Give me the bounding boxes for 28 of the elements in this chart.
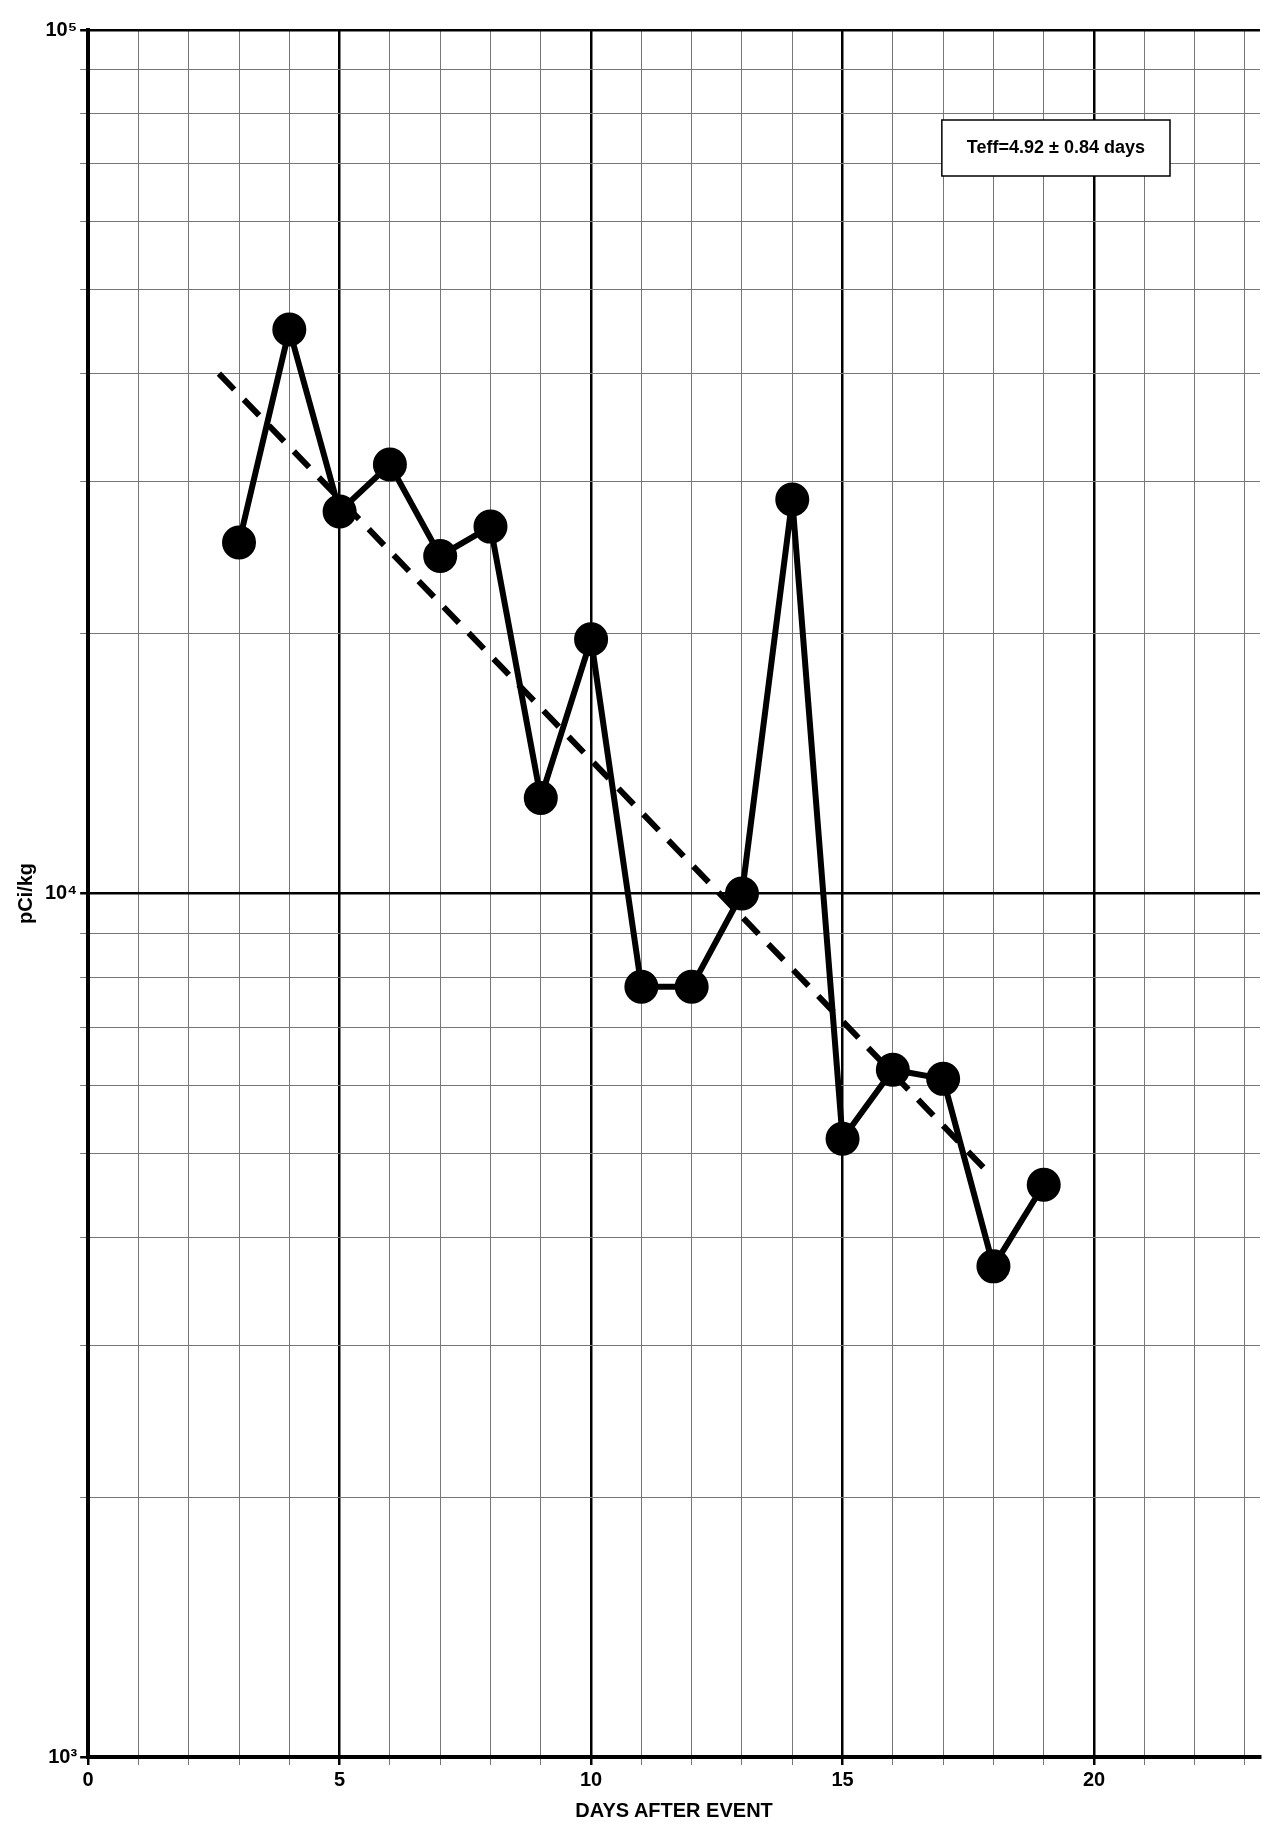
x-tick-label: 10 [579,1767,603,1790]
point [1026,1167,1061,1202]
point [724,876,759,911]
x-tick-label: 20 [1082,1767,1106,1790]
x-tick-label: 15 [831,1767,854,1790]
x-tick-label: 0 [82,1767,94,1790]
point [272,312,307,347]
point [875,1052,910,1087]
x-axis-title: DAYS AFTER EVENT [575,1798,773,1821]
y-tick-label: 10³ [48,1744,78,1767]
point [322,494,357,529]
y-tick-label: 10⁴ [45,881,78,904]
point [674,969,709,1004]
y-tick-label: 10⁵ [45,17,78,40]
point [473,509,508,544]
point [825,1121,860,1156]
x-tick-label: 5 [334,1767,346,1790]
point [926,1061,961,1096]
point [372,447,407,482]
point [976,1249,1011,1284]
y-axis-title: pCi/kg [13,862,36,925]
point [574,622,609,657]
point [775,482,810,517]
point [222,525,257,560]
point [624,969,659,1004]
point [523,781,558,816]
point [423,538,458,573]
annotation: Teff=4.92 ± 0.84 days [966,136,1146,157]
